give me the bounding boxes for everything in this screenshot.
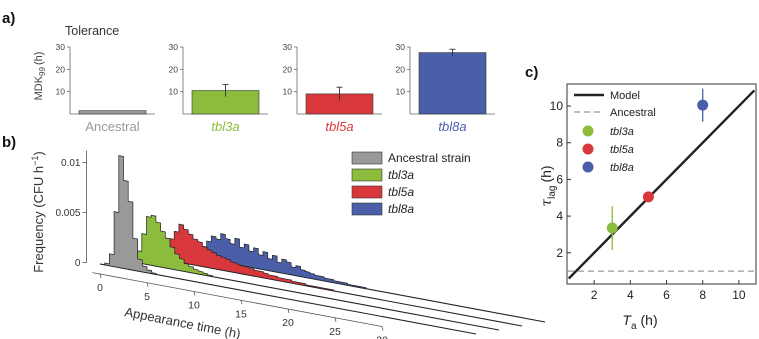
panel-a-bar xyxy=(78,110,147,115)
panel-a-ytick-label: 30 xyxy=(56,42,66,52)
panel-c-xlabel-unit: (h) xyxy=(641,312,658,328)
panel-b-xtick-label: 20 xyxy=(282,317,294,329)
panel-b-legend-swatch xyxy=(351,202,383,216)
panel-a-ytick-label: 20 xyxy=(396,64,406,74)
panel-b-xlabel: Appearance time (h) xyxy=(123,304,241,339)
panel-a-ytick-label: 20 xyxy=(283,64,293,74)
panel-c-point-tbl8a xyxy=(697,99,709,111)
panel-b-histogram-tbl3a xyxy=(122,214,213,278)
panel-b-histogram-tbl5a xyxy=(145,223,335,292)
panel-a-ytick-label: 10 xyxy=(283,87,293,97)
panel-a-ylabel: MDK99 (h) xyxy=(33,52,47,101)
panel-a-ytick-label: 10 xyxy=(396,87,406,97)
panel-a-category-label: Ancestral xyxy=(85,119,139,134)
panel-c-point-tbl5a xyxy=(642,191,654,203)
panel-c-ylabel-sub: lag xyxy=(547,186,558,199)
panel-a-category-label: tbl8a xyxy=(438,119,466,134)
panel-b-xtick xyxy=(193,291,196,296)
panel-b-ytick-label: 0 xyxy=(75,258,81,269)
panel-a-ytick-label: 30 xyxy=(396,42,406,52)
panel-b-xtick-label: 5 xyxy=(144,291,150,303)
panel-c-lag-scatter: 2 4 6 8 10 2 4 6 8 10 Model Ancestral tbl3a tbl5a tbl… xyxy=(538,83,757,332)
panel-b-xtick xyxy=(240,300,243,305)
panel-a-ytick-label: 30 xyxy=(169,42,179,52)
panel-b-xtick xyxy=(287,308,290,314)
panel-c-xtick-label: 6 xyxy=(663,288,670,302)
panel-b-appearance-histograms: 0 5 10 15 20 25 30 0.01 0.005 0 Ancestral strain t… xyxy=(30,150,546,339)
panel-a-title: Tolerance xyxy=(65,24,119,38)
panel-b-ylabel-end: ) xyxy=(31,151,46,155)
panel-b-ylabel-main: Frequency (CFU h xyxy=(31,166,46,273)
panel-c-xlabel-main: T xyxy=(622,312,632,328)
panel-b-legend-swatch xyxy=(351,151,383,165)
panel-c-xtick-label: 8 xyxy=(699,288,706,302)
panel-c-legend-model-label: Model xyxy=(610,90,640,102)
panel-c-legend-label-tbl8a: tbl8a xyxy=(610,162,634,174)
panel-b-baseline xyxy=(99,263,477,335)
panel-c-frame xyxy=(566,83,757,285)
panel-label-a: a) xyxy=(2,10,15,27)
panel-b-xtick xyxy=(146,282,149,287)
panel-c-xtick-label: 2 xyxy=(591,288,598,302)
panel-b-xtick xyxy=(381,326,384,331)
panel-b-histogram-ancestral xyxy=(99,155,157,275)
panel-c-ytick-label: 8 xyxy=(556,136,563,150)
panel-c-point-tbl3a xyxy=(606,222,618,234)
panel-c-xlabel: Ta (h) xyxy=(622,312,657,332)
panel-c-legend-marker-tbl8a xyxy=(582,161,594,173)
panel-a-ytick-label: 10 xyxy=(56,87,66,97)
panel-a-ytick-label: 20 xyxy=(56,64,66,74)
panel-c-xlabel-sub: a xyxy=(631,321,637,332)
panel-c-ytick-label: 6 xyxy=(556,172,563,186)
panel-a-ylabel-main: MDK xyxy=(33,75,45,100)
panel-b-legend-swatch xyxy=(351,168,383,182)
panel-a-category-label: tbl3a xyxy=(211,119,239,134)
panel-c-legend-label-tbl3a: tbl3a xyxy=(610,126,634,138)
panel-label-b: b) xyxy=(2,134,16,151)
panel-b-ylabel-sup: −1 xyxy=(30,156,40,166)
panel-a-ytick-label: 20 xyxy=(169,64,179,74)
panel-b-xtick xyxy=(334,317,337,322)
panel-c-model-line xyxy=(567,89,756,280)
panel-b-x-axis xyxy=(92,272,383,327)
panel-b-legend-label: Ancestral strain xyxy=(388,151,471,165)
panel-b-legend-label: tbl5a xyxy=(388,185,414,199)
panel-c-legend-label-tbl5a: tbl5a xyxy=(610,144,634,156)
panel-c-legend-marker-tbl5a xyxy=(582,143,594,155)
panel-b-ytick-label: 0.01 xyxy=(61,158,81,169)
panel-b-xtick-label: 25 xyxy=(329,326,341,338)
panel-c-ylabel-unit: (h) xyxy=(538,165,554,182)
panel-b-legend-swatch xyxy=(351,185,383,199)
panel-b-ytick-label: 0.005 xyxy=(55,208,80,219)
panel-b-xtick-label: 15 xyxy=(235,308,247,320)
panel-a-ylabel-unit: (h) xyxy=(33,52,45,65)
panel-a-ytick-label: 30 xyxy=(283,42,293,52)
panel-b-ylabel: Frequency (CFU h−1) xyxy=(30,151,46,273)
panel-b-xtick-label: 10 xyxy=(188,300,200,312)
panel-label-c: c) xyxy=(525,64,538,81)
panel-c-ylabel: τlag (h) xyxy=(538,165,558,206)
panel-b-legend-label: tbl8a xyxy=(388,202,414,216)
panel-a-bar xyxy=(418,52,487,115)
panel-c-ytick-label: 2 xyxy=(556,246,563,260)
panel-c-legend-ancestral-label: Ancestral xyxy=(610,107,656,119)
panel-a-category-label: tbl5a xyxy=(325,119,353,134)
panel-a-ylabel-sub: 99 xyxy=(38,67,47,76)
panel-a-tolerance-chart: Tolerance MDK99 (h) 30 20 10 Ancestral 30 20 10… xyxy=(33,24,495,134)
panel-c-ylabel-main: τ xyxy=(539,199,555,207)
panel-c-legend-marker-tbl3a xyxy=(582,125,594,137)
panel-b-legend-label: tbl3a xyxy=(388,168,414,182)
panel-c-ytick-label: 4 xyxy=(556,209,563,223)
panel-c-xtick-label: 10 xyxy=(732,288,746,302)
panel-b-histogram-tbl8a xyxy=(168,233,367,290)
panel-b-xtick-label: 0 xyxy=(97,282,103,294)
panel-c-ytick-label: 10 xyxy=(550,99,564,113)
panel-c-xtick-label: 4 xyxy=(627,288,634,302)
panel-b-xtick xyxy=(99,273,102,279)
panel-a-ytick-label: 10 xyxy=(169,87,179,97)
panel-b-xtick-label: 30 xyxy=(376,335,388,339)
